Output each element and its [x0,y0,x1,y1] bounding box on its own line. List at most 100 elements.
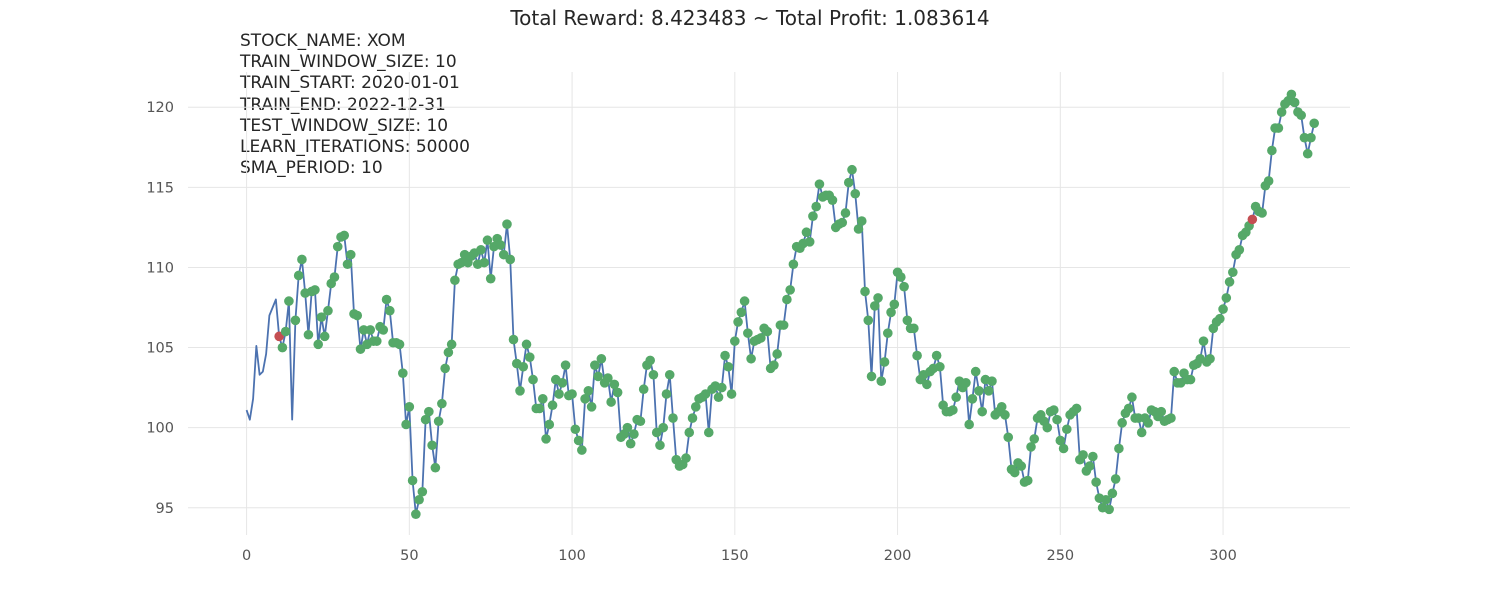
long-signal-point [1309,118,1319,129]
long-signal-point [476,245,486,255]
long-signal-point [1205,353,1215,364]
long-signal-point [687,413,698,423]
long-signal-point [1123,403,1134,414]
long-signal-point [560,360,571,370]
long-signal-point [482,235,493,246]
long-signal-point [1114,443,1124,454]
y-tick-label: 105 [146,341,174,357]
long-signal-point [603,373,613,383]
long-signal-point [1009,467,1020,478]
long-signal-point [381,294,392,305]
long-signal-point [1055,435,1066,446]
long-signal-point [648,369,659,380]
long-signal-point [293,270,304,281]
long-signal-point [398,368,408,378]
long-signal-point [638,384,649,395]
long-signal-point [1000,410,1010,420]
long-signal-point [801,227,812,238]
y-tick-label: 115 [146,180,174,196]
long-signal-point [1104,504,1114,515]
long-signal-point [515,386,525,396]
long-signal-point [811,201,821,212]
long-signal-point [1026,442,1036,452]
long-signal-point [570,424,581,435]
long-signal-point [622,422,633,433]
long-signal-point [1078,450,1088,460]
long-signal-point [785,285,795,295]
long-signal-point [1091,477,1101,487]
long-signal-point [394,339,405,350]
long-signal-point [414,494,424,505]
long-signal-point [782,294,792,305]
long-signal-point [951,392,961,403]
long-signal-point [1052,414,1062,425]
long-signal-point [879,357,890,367]
long-signal-point [303,329,314,340]
long-signal-point [1110,474,1121,484]
long-signal-point [733,317,743,327]
long-signal-point [446,339,457,350]
long-signal-point [762,326,773,337]
long-signal-point [544,419,555,430]
long-signal-point [1169,366,1180,377]
long-signal-point [769,360,779,370]
long-signal-point [808,211,818,221]
long-signal-point [319,331,330,342]
long-signal-point [495,240,506,250]
long-signal-point [847,164,857,175]
long-signal-point [1136,427,1147,438]
long-signal-point [948,405,958,415]
long-signal-point [554,389,564,399]
long-signal-point [417,486,428,497]
long-signal-point [739,296,750,306]
long-signal-point [1016,461,1027,471]
x-tick-label: 100 [558,548,586,564]
long-signal-point [869,301,880,311]
long-signal-point [726,389,737,399]
long-signal-point [1289,97,1300,108]
long-signal-point [583,386,594,396]
long-signal-point [371,336,382,346]
long-signal-point [690,402,701,412]
long-signal-point [316,312,327,322]
long-signal-point [1071,403,1082,414]
long-signal-point [1022,475,1033,486]
long-signal-point [534,403,545,414]
long-signal-point [902,315,913,326]
long-signal-point [1003,432,1014,443]
long-signal-point [1101,494,1111,505]
long-signal-point [977,406,987,417]
long-signal-point [430,462,441,473]
long-signal-point [1156,406,1167,417]
long-signal-point [655,440,665,451]
long-signal-point [970,366,981,377]
long-signal-point [508,334,519,345]
long-signal-point [297,254,307,265]
long-signal-point [557,378,568,388]
long-signal-point [931,350,942,361]
long-signal-point [612,387,623,398]
long-signal-point [1228,267,1238,278]
long-signal-point [401,419,411,430]
long-signal-point [310,285,320,295]
long-signal-point [964,419,974,430]
long-signal-point [404,402,415,412]
long-signal-point [411,509,421,519]
y-tick-label: 95 [156,501,174,517]
long-signal-point [1029,434,1040,444]
long-signal-point [332,241,343,252]
long-signal-point [596,353,607,364]
x-tick-label: 50 [400,548,418,564]
x-tick-label: 150 [721,548,749,564]
long-signal-point [323,305,333,316]
long-signal-point [1166,413,1176,423]
long-signal-point [987,376,997,387]
long-signal-point [518,361,529,372]
long-signal-point [479,257,490,268]
grid-lines [188,72,1350,535]
long-signal-point [935,361,945,372]
long-signal-point [1224,277,1235,287]
long-signal-point [339,230,350,241]
axis-tick-labels: 0 50 100 150 200 250 300 95 100 105 110 115 120 [146,100,1237,564]
long-signal-point [1276,107,1287,117]
